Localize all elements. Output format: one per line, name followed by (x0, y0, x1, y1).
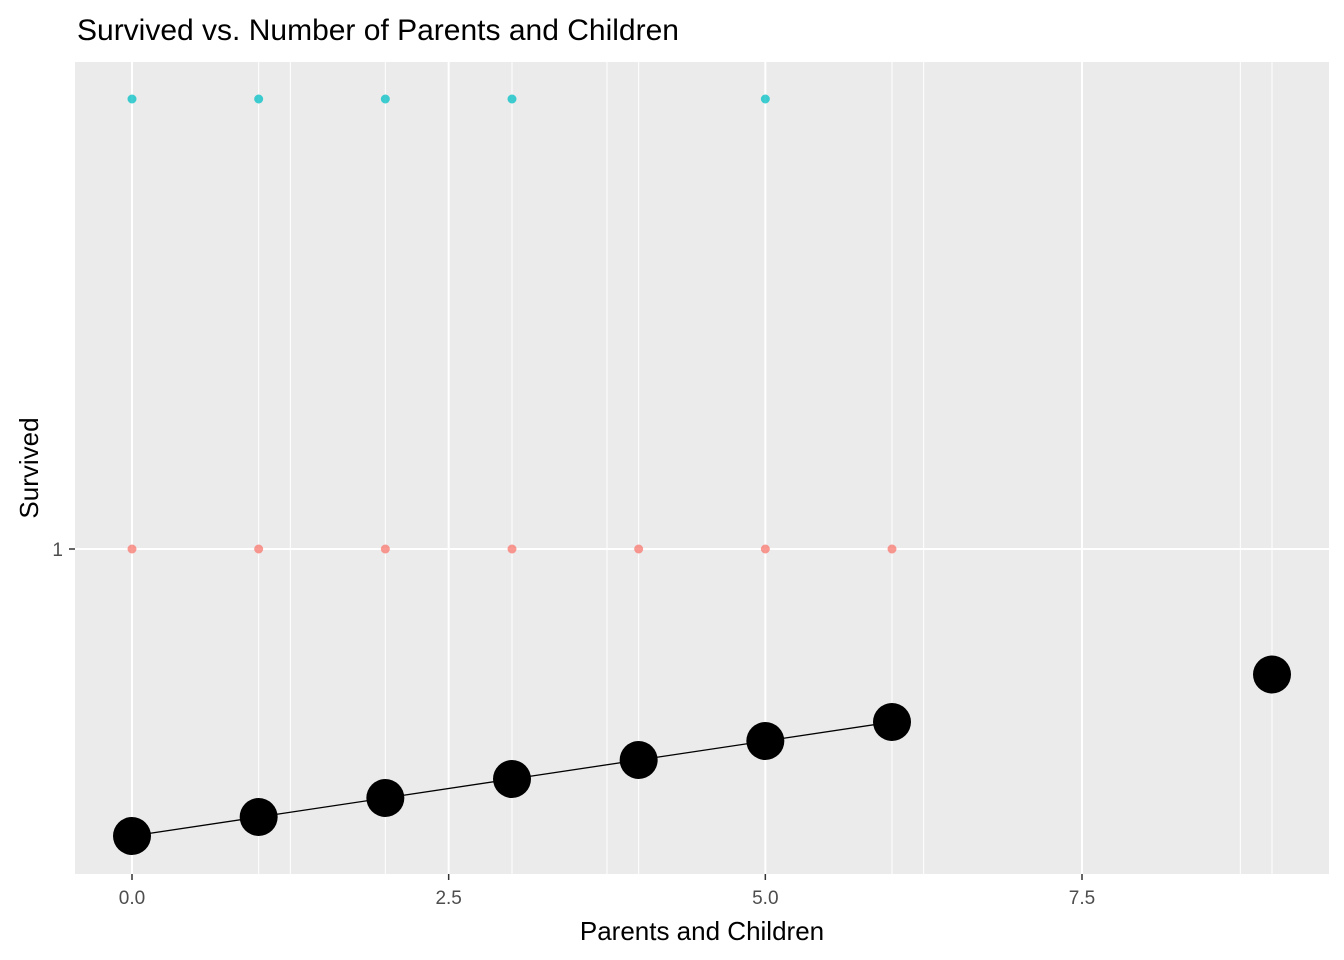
x-axis-ticks: 0.0 2.5 5.0 7.5 (119, 874, 1095, 909)
not-survived-point (507, 544, 517, 554)
x-axis-title: Parents and Children (580, 916, 824, 946)
plot-panel (75, 62, 1329, 874)
trend-point (239, 798, 278, 836)
x-tick-label: 7.5 (1069, 888, 1095, 909)
y-tick-label: 1 (52, 540, 63, 561)
not-survived-point (127, 544, 137, 554)
survived-point (760, 94, 770, 104)
x-tick-label: 5.0 (752, 888, 778, 909)
survived-points (127, 94, 770, 104)
not-survived-points (127, 544, 897, 554)
x-tick-label: 2.5 (435, 888, 461, 909)
trend-point (1253, 655, 1291, 694)
trend-point (493, 760, 531, 798)
survived-point (380, 94, 390, 104)
not-survived-point (760, 544, 770, 554)
trend-point (746, 722, 785, 760)
chart-title: Survived vs. Number of Parents and Child… (77, 14, 679, 47)
trend-point (366, 779, 405, 817)
y-axis-ticks: 1 (52, 540, 75, 561)
trend-point (113, 817, 151, 855)
not-survived-point (887, 544, 897, 554)
not-survived-point (380, 544, 390, 554)
survived-point (254, 94, 264, 104)
trend-point (873, 703, 911, 741)
survived-point (507, 94, 517, 104)
trend-point (619, 741, 658, 779)
y-axis-title: Survived (14, 417, 44, 518)
trend-series (113, 655, 1291, 855)
x-tick-label: 0.0 (119, 888, 145, 909)
not-survived-point (254, 544, 264, 554)
not-survived-point (634, 544, 644, 554)
survived-point (127, 94, 137, 104)
